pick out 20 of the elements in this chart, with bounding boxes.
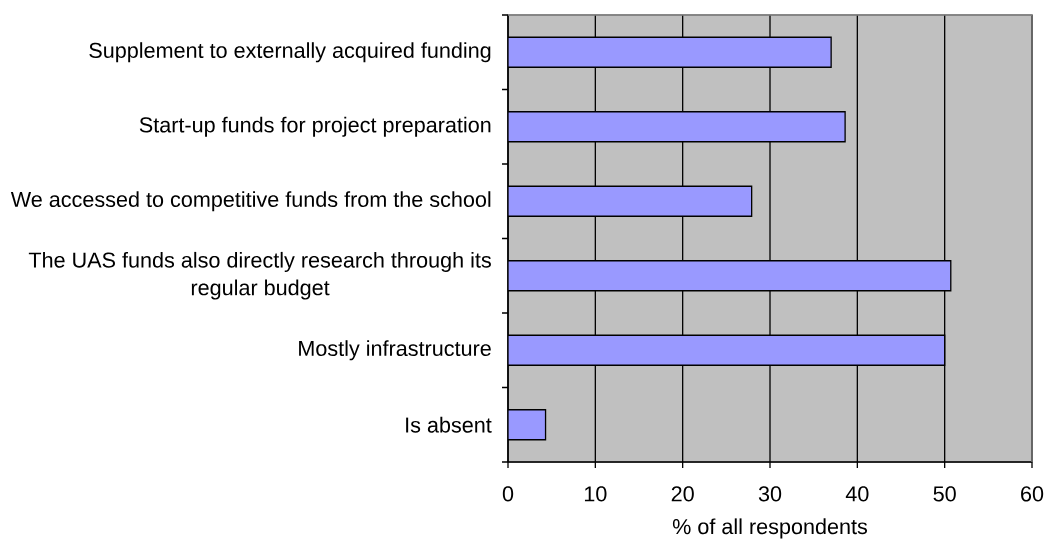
bar (508, 111, 846, 143)
x-axis-title: % of all respondents (672, 518, 868, 539)
bar (508, 260, 952, 292)
x-tick-label: 20 (671, 486, 694, 502)
x-tick-label: 40 (845, 486, 869, 502)
y-tick-label: Supplement to externally acquired funding (89, 42, 491, 63)
x-tick-label: 0 (502, 486, 514, 502)
y-tick-label: We accessed to competitive funds from the school (10, 191, 491, 212)
x-tick-label: 50 (933, 486, 956, 502)
x-tick-label: 30 (758, 486, 782, 502)
y-tick-label: Mostly infrastructure (299, 340, 491, 361)
x-tick-label: 60 (1021, 486, 1044, 502)
x-tick-label: 10 (584, 486, 607, 502)
bar (508, 409, 547, 441)
bar (508, 334, 946, 366)
y-tick-label: The UAS funds also directly research through its regular budget (28, 251, 491, 300)
bar (508, 185, 753, 217)
y-tick-label: Is absent (406, 416, 492, 433)
bar (508, 36, 832, 68)
y-tick-label: Start-up funds for project preparation (139, 116, 491, 137)
